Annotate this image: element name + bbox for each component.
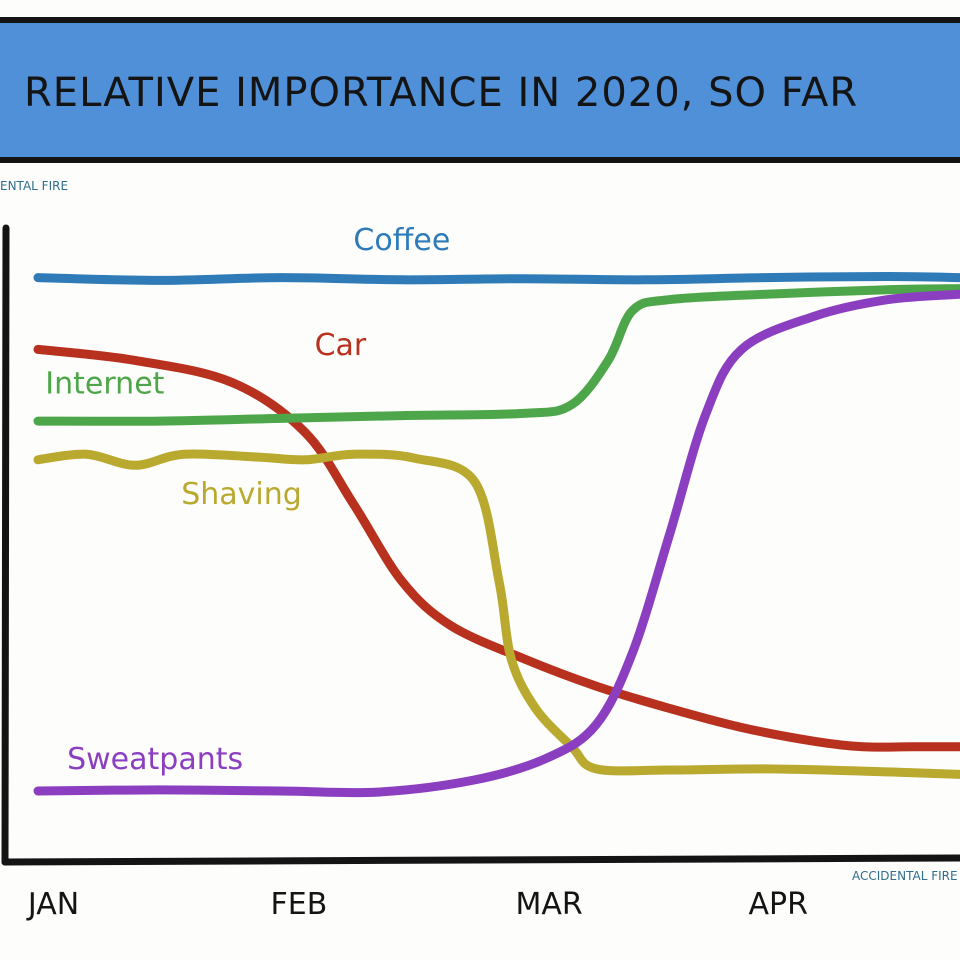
x-tick-layer: JAN FEB MAR APR: [26, 887, 808, 922]
series-label-car: Car: [315, 328, 367, 363]
series-label-sweatpants: Sweatpants: [67, 742, 243, 777]
x-tick-label-jan: JAN: [26, 887, 79, 922]
series-line-shaving: [33, 449, 960, 779]
credit-bottom: ACCIDENTAL FIRE: [852, 869, 958, 883]
chart-title: RELATIVE IMPORTANCE IN 2020, SO FAR: [24, 70, 858, 116]
series-line-car: [33, 344, 960, 752]
series-label-coffee: Coffee: [353, 223, 450, 258]
credit-top: ENTAL FIRE: [0, 179, 68, 193]
x-tick-label-feb: FEB: [271, 887, 328, 922]
series-label-shaving: Shaving: [181, 477, 302, 512]
y-axis: [1, 224, 10, 866]
series-line-sweatpants: [33, 289, 960, 798]
x-tick-label-mar: MAR: [516, 887, 583, 922]
series-label-internet: Internet: [45, 367, 164, 402]
series-line-internet: [33, 284, 960, 426]
x-tick-label-apr: APR: [749, 887, 808, 922]
series-layer: [33, 272, 960, 798]
label-layer: Coffee Car Internet Shaving Sweatpants: [45, 223, 450, 777]
series-line-coffee: [33, 272, 960, 285]
title-bar: [0, 17, 960, 163]
x-axis: [1, 854, 960, 866]
